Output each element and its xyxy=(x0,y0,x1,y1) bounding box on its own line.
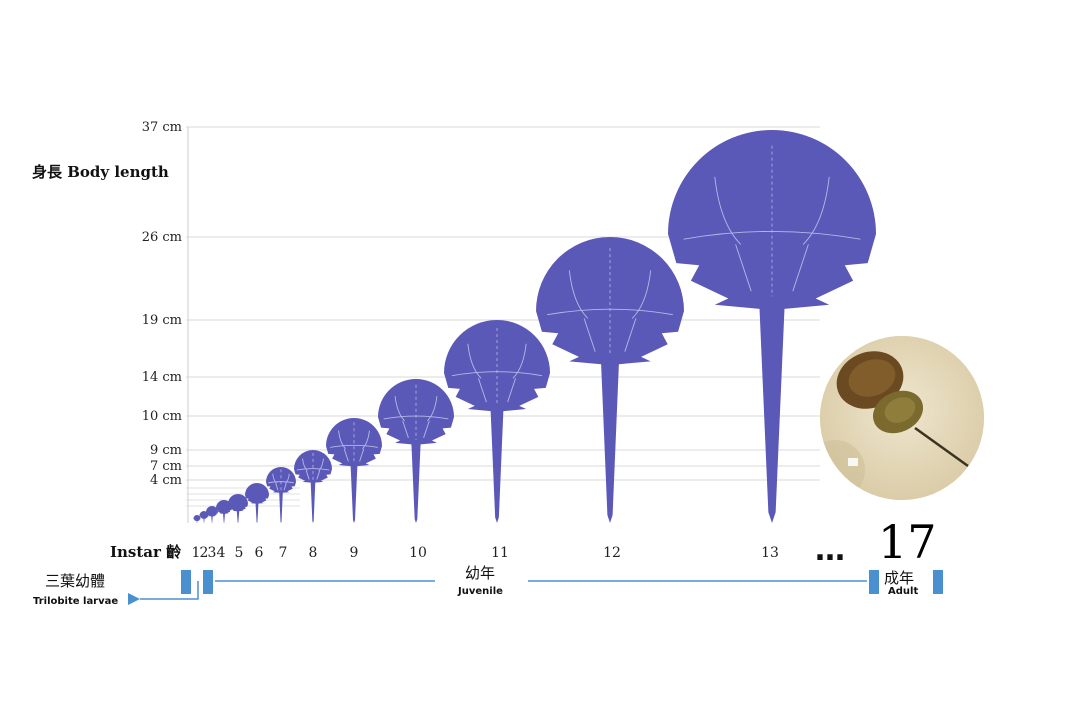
crab-instar-9 xyxy=(326,418,382,523)
stage-marker-juvenile-start xyxy=(203,570,213,594)
instar-label: 3 xyxy=(208,545,217,561)
crab-instar-4 xyxy=(216,500,232,523)
crab-shell xyxy=(193,515,201,523)
crab-shell xyxy=(294,450,332,523)
larva-arrow xyxy=(128,581,199,605)
crab-instar-3 xyxy=(206,506,218,523)
y-tick-label: 7 cm xyxy=(150,459,182,474)
juvenile-crab-photo xyxy=(820,336,984,500)
instar-ellipsis: … xyxy=(815,533,845,568)
crab-instar-8 xyxy=(294,450,332,523)
crab-instar-1 xyxy=(193,515,201,523)
instar-label: 9 xyxy=(350,545,359,561)
instar-label: 10 xyxy=(409,545,427,561)
crab-instar-2 xyxy=(199,511,209,523)
crab-carapace-lines xyxy=(296,458,330,480)
y-tick-label: 4 cm xyxy=(150,473,182,488)
stage-juvenile-cn: 幼年 xyxy=(465,564,495,582)
instar-labels: 1 2 3 4 5 6 7 8 9 10 11 12 13 xyxy=(192,545,779,561)
crab-instar-12 xyxy=(536,237,684,523)
crab-instar-7 xyxy=(266,467,296,523)
y-axis-title: 身長 Body length xyxy=(32,163,169,181)
crab-shell xyxy=(536,237,684,523)
stage-marker-larva-end xyxy=(181,570,191,594)
stage-larva-cn: 三葉幼體 xyxy=(45,572,105,590)
instar-label: 8 xyxy=(309,545,318,561)
instar-label: 13 xyxy=(761,545,779,561)
life-stage-timeline: 三葉幼體 Trilobite larvae 幼年 Juvenile 成年 Adu… xyxy=(33,564,943,607)
stage-larva-en: Trilobite larvae xyxy=(33,596,118,607)
y-tick-label: 19 cm xyxy=(142,313,182,328)
y-tick-label: 9 cm xyxy=(150,443,182,458)
crab-shell xyxy=(245,483,269,523)
crab-instar-6 xyxy=(245,483,269,523)
y-tick-label: 10 cm xyxy=(142,409,182,424)
instar-label: 2 xyxy=(200,545,209,561)
y-tick-label: 14 cm xyxy=(142,370,182,385)
instar-label: 6 xyxy=(255,545,264,561)
crab-shell xyxy=(378,379,454,523)
crab-carapace-lines xyxy=(330,430,378,462)
crab-shell xyxy=(326,418,382,523)
crab-shell xyxy=(199,511,209,523)
stage-adult-en: Adult xyxy=(888,586,918,597)
crab-instar-11 xyxy=(444,320,550,523)
stage-marker-adult xyxy=(933,570,943,594)
y-axis-ticks: 37 cm 26 cm 19 cm 14 cm 10 cm 9 cm7 cm4 cm xyxy=(142,120,182,488)
crab-instar-5 xyxy=(228,494,248,523)
final-instar-label: 17 xyxy=(878,515,937,569)
crab-shell xyxy=(206,506,218,523)
instar-label: 4 xyxy=(217,545,226,561)
instar-label: 7 xyxy=(279,545,288,561)
crab-shell xyxy=(444,320,550,523)
crab-shell xyxy=(216,500,232,523)
stage-marker-juvenile-end xyxy=(869,570,879,594)
instar-label: 12 xyxy=(603,545,621,561)
instar-label: 5 xyxy=(235,545,244,561)
stage-adult-cn: 成年 xyxy=(884,569,914,587)
y-tick-label: 26 cm xyxy=(142,230,182,245)
crab-instar-10 xyxy=(378,379,454,523)
crab-shell xyxy=(668,130,876,523)
instar-label: 11 xyxy=(491,545,509,561)
instar-label: 1 xyxy=(192,545,201,561)
crab-shell xyxy=(266,467,296,523)
x-axis-title: Instar 齡 xyxy=(110,543,181,561)
stage-juvenile-en: Juvenile xyxy=(457,586,503,597)
crab-silhouettes xyxy=(193,130,876,523)
crab-instar-13 xyxy=(668,130,876,523)
crab-shell xyxy=(228,494,248,523)
y-tick-label: 37 cm xyxy=(142,120,182,135)
